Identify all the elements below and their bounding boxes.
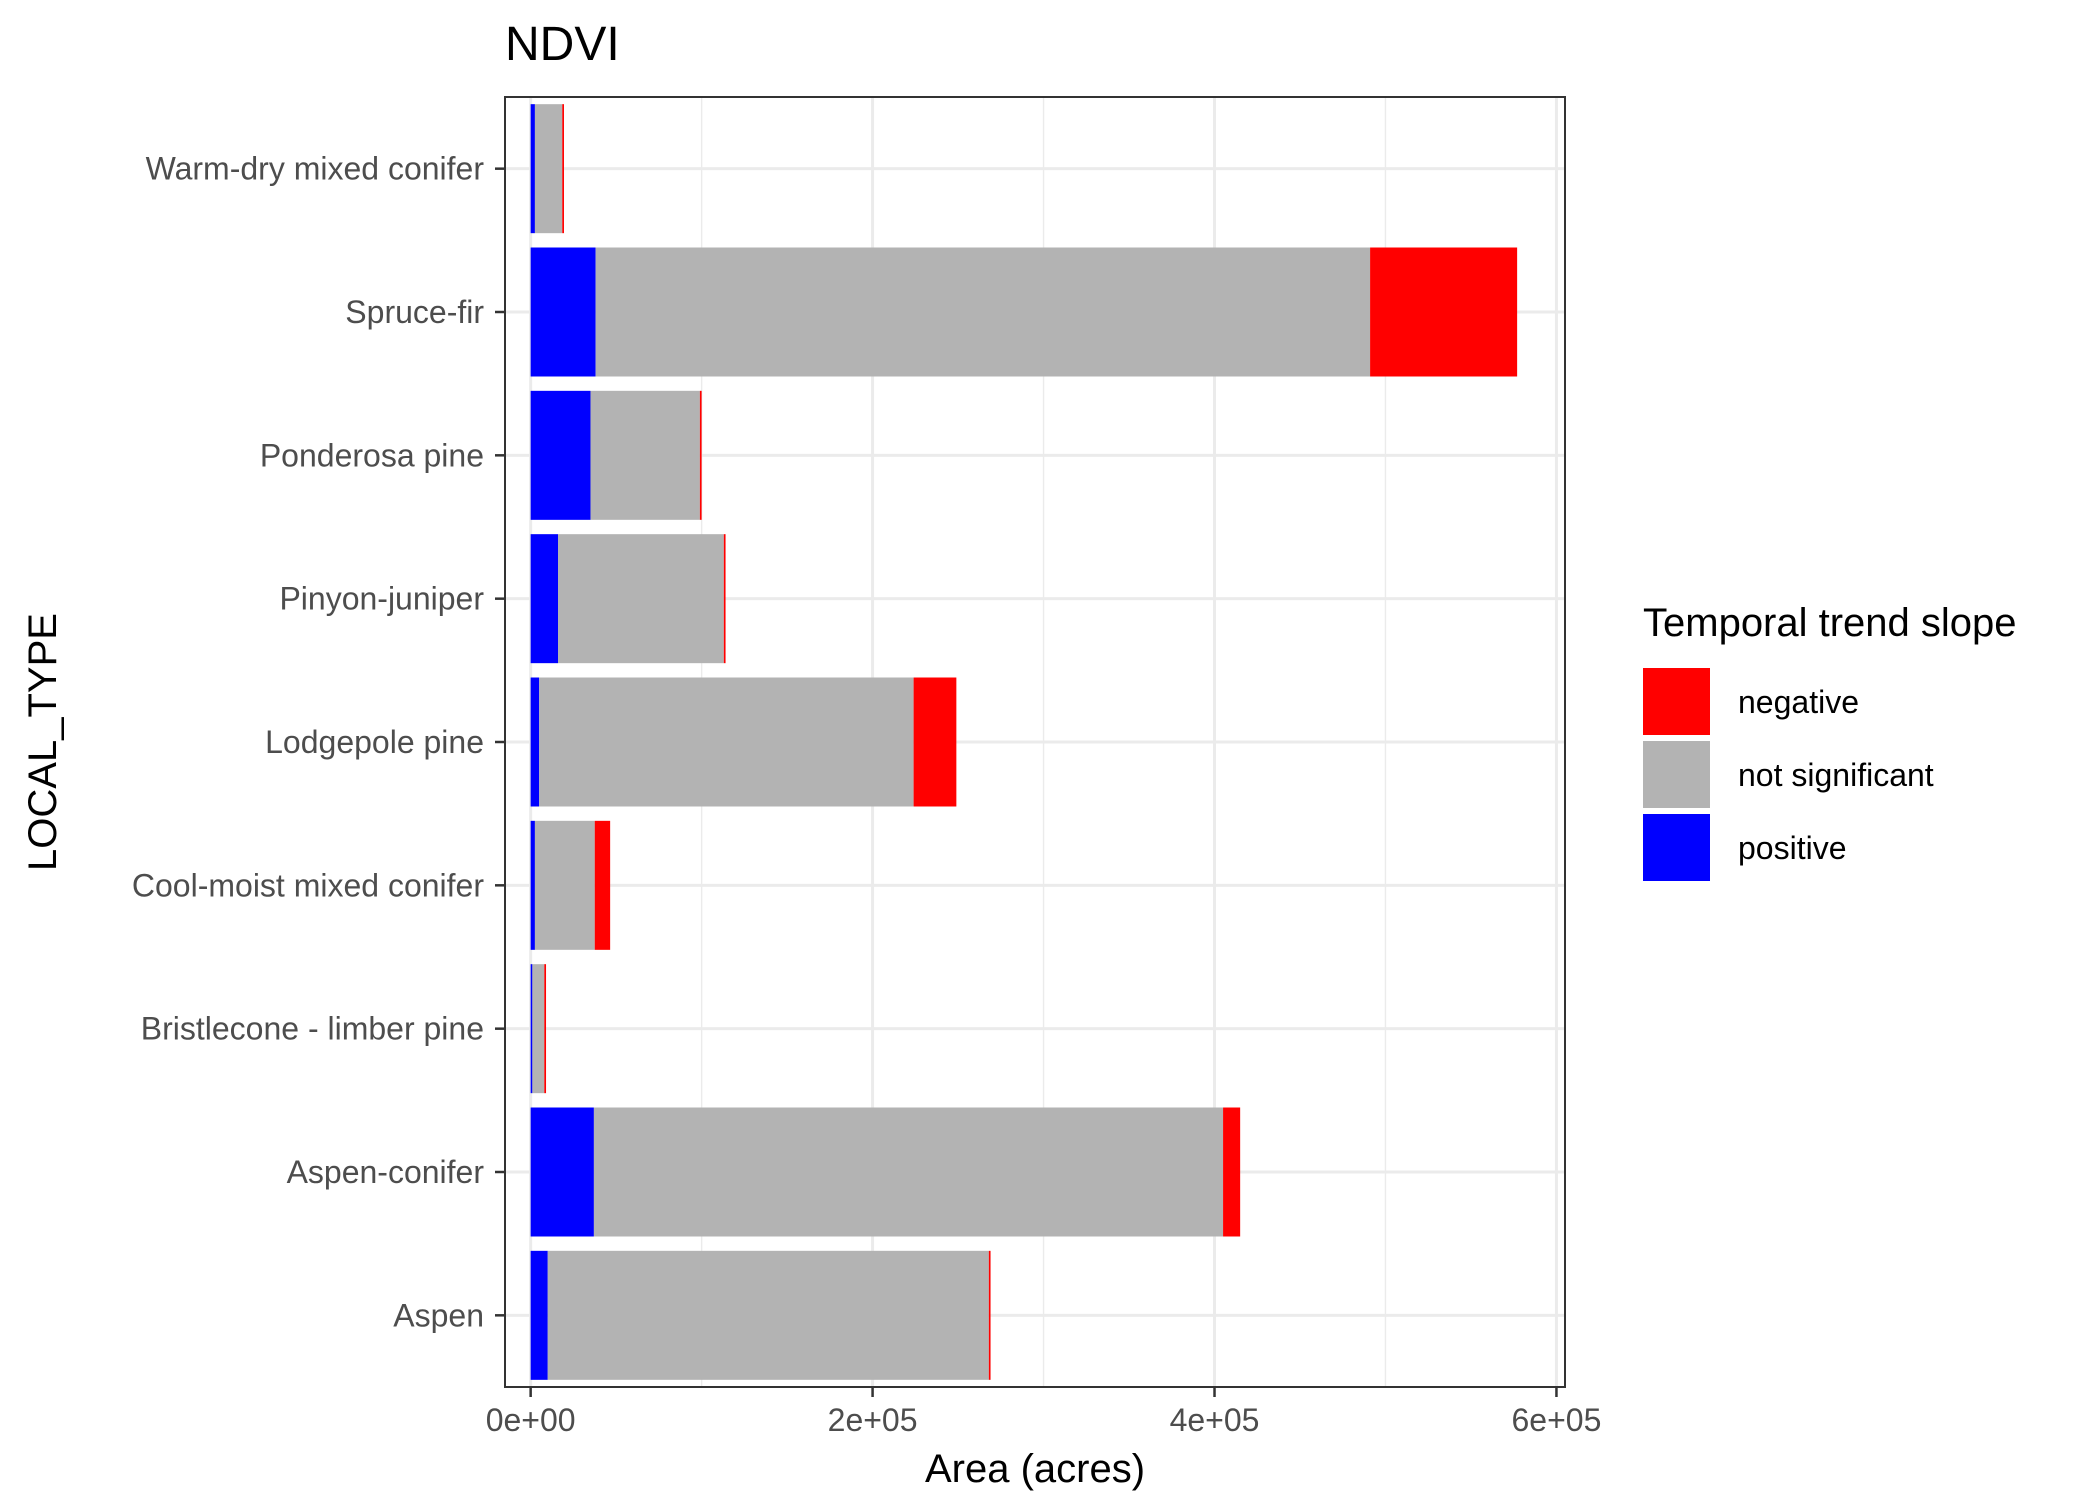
bar-positive [530, 390, 591, 520]
bar-positive [530, 964, 533, 1094]
plot-panel [504, 96, 1566, 1388]
bar-negative [699, 390, 702, 520]
bar-positive [530, 677, 540, 807]
bar-not-significant [534, 104, 563, 234]
y-tick-label: Aspen-conifer [287, 1154, 485, 1190]
legend-key-not-significant [1643, 741, 1710, 808]
bar-not-significant [590, 390, 700, 520]
bar-positive [530, 534, 558, 664]
x-axis: 0e+00 2e+05 4e+05 6e+05 [486, 1387, 1602, 1438]
legend-key-negative [1643, 668, 1710, 735]
legend-label: not significant [1738, 757, 1934, 793]
x-tick-label: 2e+05 [828, 1402, 918, 1438]
bar-negative [988, 1250, 991, 1380]
bar-not-significant [595, 247, 1371, 377]
legend-label: negative [1738, 684, 1859, 720]
y-tick-label: Cool-moist mixed conifer [132, 867, 484, 903]
y-axis-title: LOCAL_TYPE [21, 613, 65, 871]
chart-title: NDVI [505, 18, 620, 71]
legend-key-positive [1643, 814, 1710, 881]
y-tick-label: Bristlecone - limber pine [141, 1011, 484, 1047]
bar-positive [530, 1250, 548, 1380]
bar-negative [1370, 247, 1518, 377]
y-axis: Aspen Aspen-conifer Bristlecone - limber p… [132, 151, 505, 1333]
x-tick-label: 6e+05 [1512, 1402, 1602, 1438]
y-tick-label: Warm-dry mixed conifer [146, 151, 485, 187]
x-axis-title: Area (acres) [925, 1447, 1145, 1491]
bar-not-significant [539, 677, 914, 807]
bar-negative [913, 677, 957, 807]
y-tick-label: Spruce-fir [345, 294, 484, 330]
bar-not-significant [534, 820, 595, 950]
bar-positive [530, 247, 596, 377]
legend-title: Temporal trend slope [1643, 601, 2017, 645]
bar-not-significant [532, 964, 545, 1094]
bar-negative [1223, 1107, 1241, 1237]
bar-negative [562, 104, 564, 234]
bar-negative [723, 534, 726, 664]
bars [530, 104, 1518, 1380]
bar-negative [544, 964, 547, 1094]
legend: Temporal trend slope negative not signifi… [1643, 601, 2017, 881]
bar-not-significant [558, 534, 724, 664]
bar-not-significant [593, 1107, 1224, 1237]
bar-positive [530, 104, 535, 234]
x-tick-label: 4e+05 [1170, 1402, 1260, 1438]
y-tick-label: Pinyon-juniper [279, 581, 484, 617]
y-tick-label: Lodgepole pine [265, 724, 484, 760]
legend-label: positive [1738, 830, 1847, 866]
y-tick-label: Aspen [393, 1297, 484, 1333]
y-tick-label: Ponderosa pine [260, 437, 484, 473]
bar-negative [594, 820, 611, 950]
bar-not-significant [547, 1250, 989, 1380]
legend-items: negative not significant positive [1643, 668, 1934, 881]
bar-positive [530, 820, 535, 950]
bar-positive [530, 1107, 594, 1237]
x-tick-label: 0e+00 [486, 1402, 576, 1438]
